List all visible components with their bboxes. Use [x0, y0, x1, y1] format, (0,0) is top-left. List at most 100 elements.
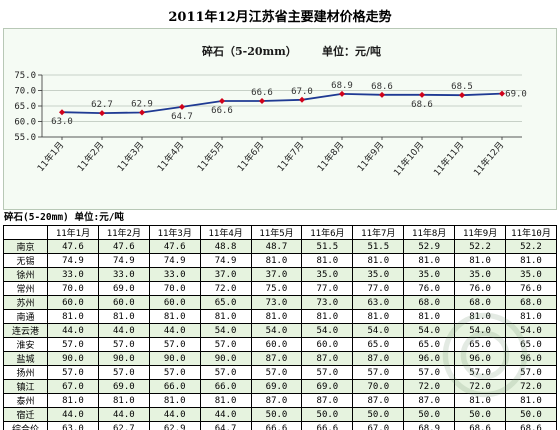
table-cell[interactable]: 57.0: [47, 365, 99, 380]
table-cell[interactable]: 81.0: [352, 253, 405, 268]
table-cell[interactable]: 90.0: [148, 351, 201, 366]
table-cell[interactable]: 81.0: [47, 393, 99, 408]
table-cell[interactable]: 81.0: [97, 309, 150, 324]
table-cell[interactable]: 76.0: [454, 281, 507, 296]
table-cell[interactable]: 57.0: [148, 337, 201, 352]
table-cell[interactable]: 57.0: [505, 365, 557, 380]
table-cell[interactable]: 66.0: [148, 379, 201, 394]
table-cell[interactable]: 68.6: [454, 421, 507, 430]
table-cell[interactable]: 44.0: [97, 323, 150, 338]
table-row-label[interactable]: 镇江: [3, 379, 48, 394]
table-row-label[interactable]: 连云港: [3, 323, 48, 338]
table-cell[interactable]: 90.0: [47, 351, 99, 366]
table-cell[interactable]: 62.9: [148, 421, 201, 430]
table-cell[interactable]: 87.0: [301, 351, 354, 366]
table-cell[interactable]: 81.0: [403, 309, 456, 324]
table-cell[interactable]: 96.0: [454, 351, 507, 366]
table-cell[interactable]: 65.0: [352, 337, 405, 352]
table-cell[interactable]: 74.9: [199, 253, 252, 268]
table-cell[interactable]: 54.0: [403, 323, 456, 338]
table-cell[interactable]: 73.0: [301, 295, 354, 310]
table-cell[interactable]: 66.6: [301, 421, 354, 430]
table-cell[interactable]: 37.0: [250, 267, 303, 282]
chart-panel[interactable]: 碎石（5-20mm） 单位：元/吨 55.0 60.0 65.0 70.0 75.0 11年1…: [3, 28, 557, 210]
table-cell[interactable]: 50.0: [301, 407, 354, 422]
table-cell[interactable]: 47.6: [97, 239, 150, 254]
table-cell[interactable]: 96.0: [403, 351, 456, 366]
table-cell[interactable]: 81.0: [403, 253, 456, 268]
table-cell[interactable]: 50.0: [454, 407, 507, 422]
table-cell[interactable]: 68.0: [403, 295, 456, 310]
table-cell[interactable]: 67.0: [47, 379, 99, 394]
table-cell[interactable]: 44.0: [47, 323, 99, 338]
table-cell[interactable]: 81.0: [199, 393, 252, 408]
table-cell[interactable]: 81.0: [301, 309, 354, 324]
table-row-label[interactable]: 南通: [3, 309, 48, 324]
table-cell[interactable]: 77.0: [352, 281, 405, 296]
table-cell[interactable]: 81.0: [148, 393, 201, 408]
table-cell[interactable]: 60.0: [97, 295, 150, 310]
table-cell[interactable]: 87.0: [250, 393, 303, 408]
table-cell[interactable]: 87.0: [301, 393, 354, 408]
table-cell[interactable]: 54.0: [199, 323, 252, 338]
table-cell[interactable]: 54.0: [301, 323, 354, 338]
table-cell[interactable]: 72.0: [454, 379, 507, 394]
table-cell[interactable]: 33.0: [47, 267, 99, 282]
table-cell[interactable]: 69.0: [250, 379, 303, 394]
table-cell[interactable]: 47.6: [148, 239, 201, 254]
table-cell[interactable]: 63.0: [352, 295, 405, 310]
table-cell[interactable]: 57.0: [403, 365, 456, 380]
table-row-label[interactable]: 徐州: [3, 267, 48, 282]
table-cell[interactable]: 81.0: [454, 309, 507, 324]
table-cell[interactable]: 81.0: [97, 393, 150, 408]
table-cell[interactable]: 57.0: [454, 365, 507, 380]
table-row-label[interactable]: 淮安: [3, 337, 48, 352]
table-cell[interactable]: 81.0: [505, 253, 557, 268]
table-cell[interactable]: 44.0: [47, 407, 99, 422]
table-cell[interactable]: 81.0: [250, 309, 303, 324]
table-cell[interactable]: 64.7: [199, 421, 252, 430]
table-cell[interactable]: 65.0: [199, 295, 252, 310]
table-cell[interactable]: 35.0: [403, 267, 456, 282]
table-row-label[interactable]: 盐城: [3, 351, 48, 366]
table-cell[interactable]: 74.9: [47, 253, 99, 268]
table-cell[interactable]: 68.6: [505, 421, 557, 430]
table-cell[interactable]: 35.0: [505, 267, 557, 282]
table-cell[interactable]: 60.0: [250, 337, 303, 352]
table-cell[interactable]: 54.0: [250, 323, 303, 338]
table-cell[interactable]: 87.0: [352, 351, 405, 366]
table-cell[interactable]: 57.0: [301, 365, 354, 380]
table-cell[interactable]: 57.0: [148, 365, 201, 380]
table-cell[interactable]: 81.0: [352, 309, 405, 324]
table-cell[interactable]: 68.0: [454, 295, 507, 310]
table-cell[interactable]: 54.0: [505, 323, 557, 338]
table-cell[interactable]: 35.0: [352, 267, 405, 282]
table-cell[interactable]: 44.0: [148, 323, 201, 338]
table-cell[interactable]: 63.0: [47, 421, 99, 430]
table-cell[interactable]: 76.0: [403, 281, 456, 296]
table-cell[interactable]: 54.0: [352, 323, 405, 338]
table-cell[interactable]: 73.0: [250, 295, 303, 310]
table-cell[interactable]: 72.0: [403, 379, 456, 394]
table-cell[interactable]: 57.0: [199, 337, 252, 352]
table-cell[interactable]: 57.0: [352, 365, 405, 380]
table-cell[interactable]: 90.0: [97, 351, 150, 366]
table-cell[interactable]: 60.0: [47, 295, 99, 310]
table-cell[interactable]: 52.2: [505, 239, 557, 254]
table-cell[interactable]: 87.0: [352, 393, 405, 408]
table-cell[interactable]: 87.0: [403, 393, 456, 408]
table-cell[interactable]: 57.0: [97, 337, 150, 352]
table-cell[interactable]: 44.0: [148, 407, 201, 422]
table-cell[interactable]: 50.0: [505, 407, 557, 422]
table-cell[interactable]: 66.6: [250, 421, 303, 430]
table-cell[interactable]: 33.0: [148, 267, 201, 282]
table-row-label[interactable]: 泰州: [3, 393, 48, 408]
table-cell[interactable]: 70.0: [47, 281, 99, 296]
table-cell[interactable]: 66.0: [199, 379, 252, 394]
table-cell[interactable]: 72.0: [199, 281, 252, 296]
table-cell[interactable]: 48.8: [199, 239, 252, 254]
table-cell[interactable]: 70.0: [148, 281, 201, 296]
table-cell[interactable]: 50.0: [403, 407, 456, 422]
table-cell[interactable]: 57.0: [199, 365, 252, 380]
table-cell[interactable]: 57.0: [250, 365, 303, 380]
